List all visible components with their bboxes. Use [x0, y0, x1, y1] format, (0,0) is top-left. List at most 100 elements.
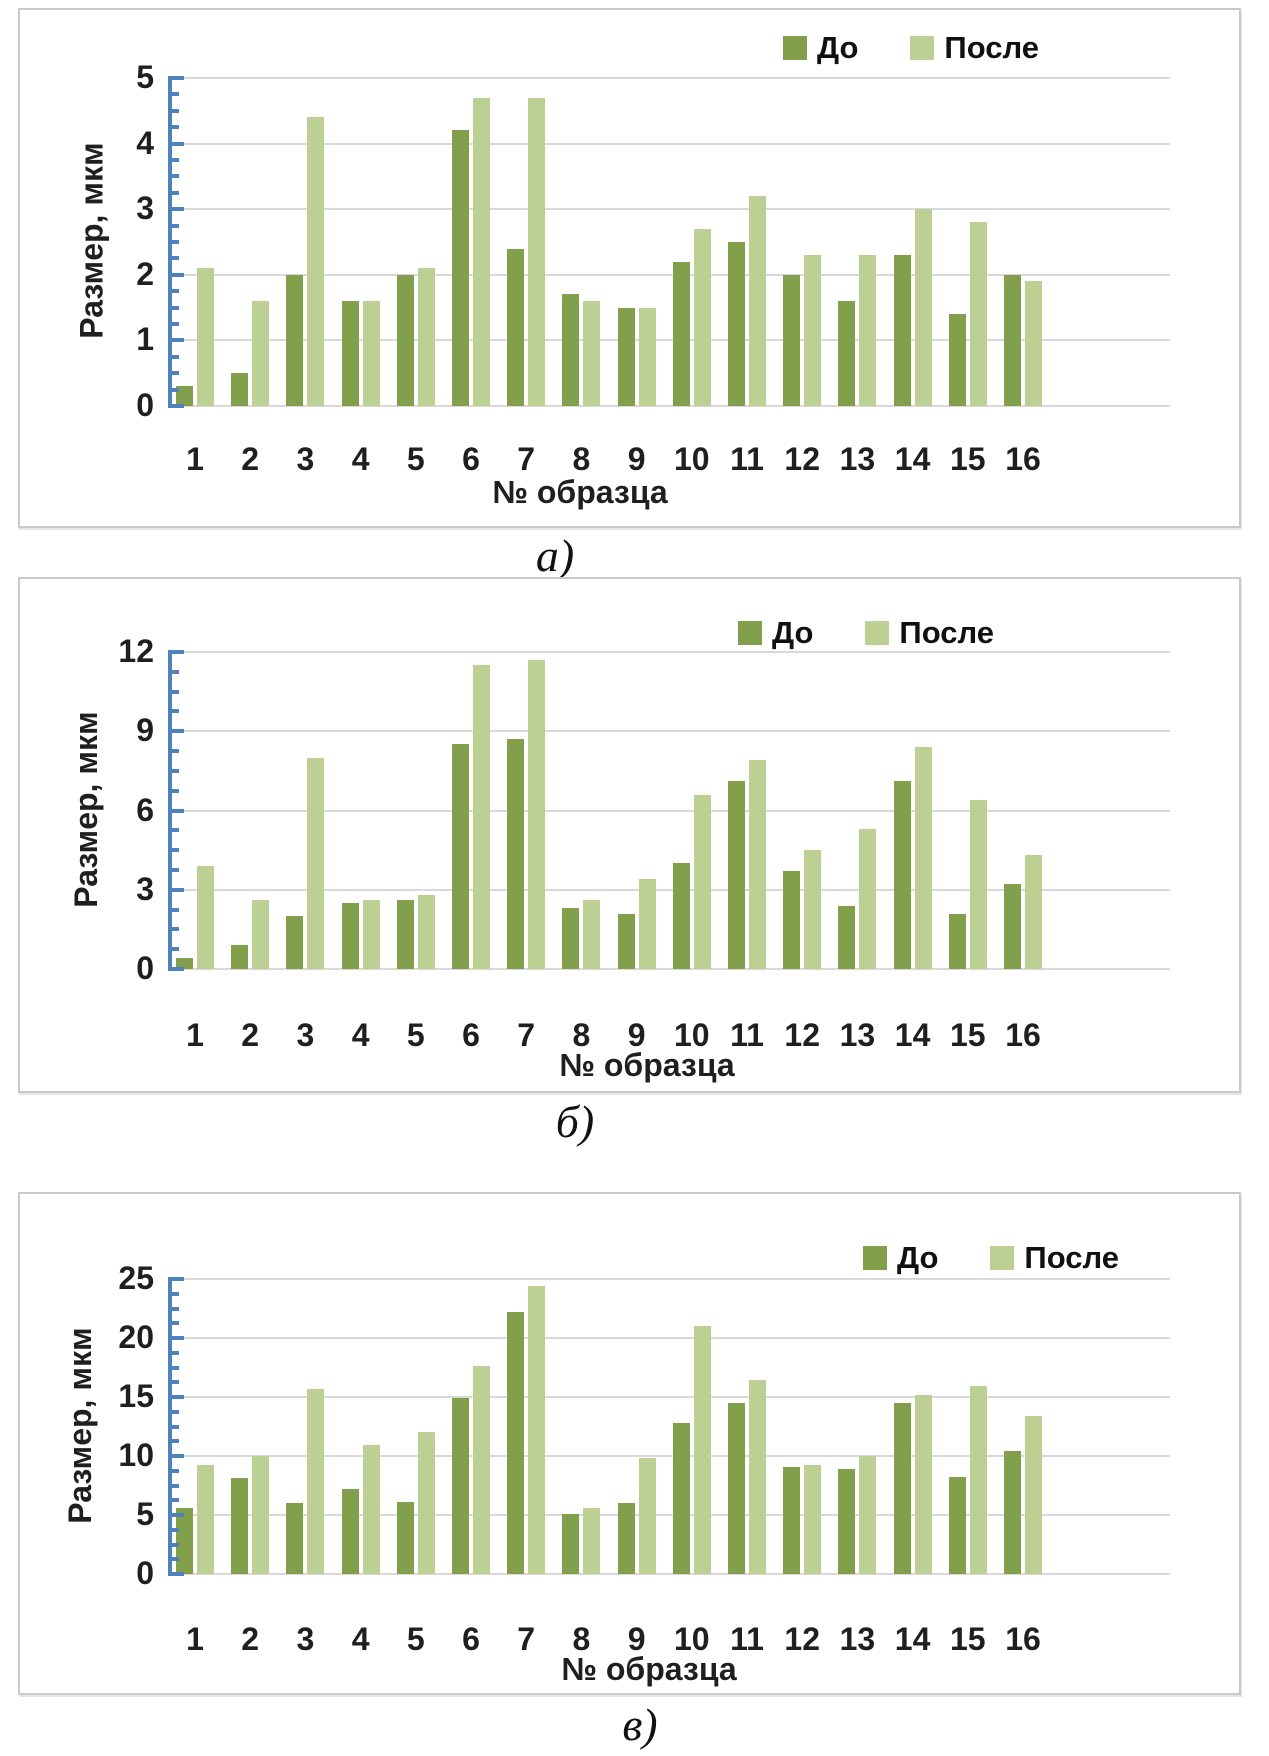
bar-do	[562, 1513, 580, 1574]
bar-do	[728, 242, 745, 406]
bar-do	[728, 1402, 745, 1574]
x-tick-label: 15	[950, 1017, 986, 1053]
bar-do	[286, 916, 304, 969]
gridline	[170, 273, 1170, 276]
x-tick-label: 2	[241, 1017, 260, 1053]
bar-do	[396, 900, 414, 969]
y-axis-tick	[172, 1572, 184, 1576]
y-axis-tick	[172, 848, 179, 853]
y-axis-tick	[172, 689, 179, 694]
legend-label: После	[1024, 1240, 1119, 1275]
bar-do	[838, 1468, 856, 1574]
y-axis-tick	[172, 289, 179, 294]
bar-posle	[417, 895, 435, 969]
bar-posle	[252, 900, 270, 969]
bar-do	[231, 373, 249, 406]
y-tick-label: 6	[136, 791, 154, 828]
legend-label: До	[817, 30, 859, 65]
caption-a: а)	[535, 530, 575, 581]
bar-posle	[859, 1456, 877, 1574]
gridline	[170, 651, 1170, 653]
bar-do	[231, 945, 249, 969]
y-axis-tick	[172, 1306, 179, 1311]
bar-posle	[638, 879, 656, 969]
bar-posle	[749, 1380, 766, 1574]
x-tick-label: 12	[784, 1621, 820, 1657]
x-tick-label: 6	[462, 1017, 480, 1053]
chart-panel-a: 0 1 2 3 4 5 1 2 3 4 5 6 7 8 9 10 11 12 13 14 15 16 Размер, мкм…	[18, 8, 1241, 528]
x-axis-title: № образца	[492, 474, 668, 510]
y-axis-tick	[172, 1527, 179, 1532]
y-tick-label: 0	[136, 1555, 154, 1591]
x-tick-label: 6	[462, 441, 480, 477]
y-axis-tick	[172, 1409, 179, 1414]
legend-swatch-do-icon	[738, 621, 763, 645]
bar-do	[452, 1398, 469, 1574]
y-axis-tick	[172, 1380, 179, 1385]
x-tick-label: 5	[406, 1017, 425, 1053]
chart-panel-v: 0 5 10 15 20 25 1 2 3 4 5 6 7 8 9 10 11 12 13 14 15 16 Размер,…	[18, 1192, 1241, 1695]
legend-label: После	[944, 30, 1039, 65]
gridline	[170, 888, 1170, 891]
y-tick-label: 5	[136, 59, 154, 95]
y-tick-label: 2	[136, 255, 154, 292]
bar-posle	[749, 760, 766, 969]
legend-swatch-posle-icon	[910, 36, 935, 60]
x-tick-label: 11	[730, 1017, 764, 1053]
bar-do	[507, 248, 525, 406]
y-axis-tick	[172, 1291, 179, 1296]
x-tick-label: 10	[674, 1017, 710, 1053]
x-tick-label: 15	[950, 1621, 986, 1657]
x-tick-label: 4	[351, 441, 370, 477]
y-tick-label: 10	[118, 1437, 154, 1473]
y-axis-tick	[172, 1454, 184, 1458]
bar-do	[948, 314, 966, 406]
x-tick-label: 8	[572, 1621, 591, 1657]
bar-do	[1004, 274, 1021, 406]
x-tick-label: 16	[1005, 1017, 1041, 1053]
y-axis-tick	[172, 650, 184, 654]
x-tick-label: 14	[894, 441, 931, 477]
x-tick-label: 16	[1005, 1621, 1041, 1657]
y-axis-tick	[172, 371, 179, 376]
bar-do	[948, 913, 966, 969]
bar-posle	[693, 794, 711, 969]
bar-do	[507, 1312, 525, 1574]
bar-posle	[638, 1458, 656, 1574]
bar-do	[617, 307, 635, 406]
bar-do	[672, 261, 690, 406]
gridline	[170, 405, 1170, 407]
y-axis-tick	[172, 768, 179, 773]
bar-posle	[528, 659, 546, 969]
y-axis-tick	[172, 108, 179, 113]
x-tick-label: 9	[627, 441, 646, 477]
bar-posle	[197, 865, 214, 969]
y-axis-tick	[172, 190, 179, 195]
bar-do	[452, 744, 469, 969]
x-tick-label: 15	[950, 441, 986, 477]
x-tick-label: 4	[351, 1621, 370, 1657]
y-axis-tick	[172, 749, 179, 754]
y-axis-tick	[172, 1321, 179, 1326]
bar-do	[396, 274, 414, 406]
x-tick-label: 3	[296, 1017, 315, 1053]
bar-do	[617, 1503, 635, 1574]
legend: До После	[783, 30, 1039, 66]
y-axis-title: Размер, мкм	[61, 1326, 98, 1524]
y-axis-tick	[172, 1424, 179, 1429]
bar-posle	[417, 268, 435, 406]
y-axis-tick	[172, 141, 184, 146]
legend-item-do: До	[863, 1240, 938, 1276]
x-tick-label: 5	[406, 441, 425, 477]
gridline	[170, 1278, 1170, 1280]
gridline	[170, 1396, 1170, 1398]
x-tick-label: 9	[627, 1621, 646, 1657]
y-axis-line	[168, 76, 172, 408]
y-axis-tick	[172, 867, 179, 872]
x-tick-label: 10	[674, 441, 710, 477]
y-tick-label: 12	[118, 633, 154, 669]
bar-posle	[528, 1286, 546, 1574]
bar-do	[341, 301, 359, 406]
bar-posle	[914, 209, 932, 406]
bar-posle	[914, 747, 932, 969]
